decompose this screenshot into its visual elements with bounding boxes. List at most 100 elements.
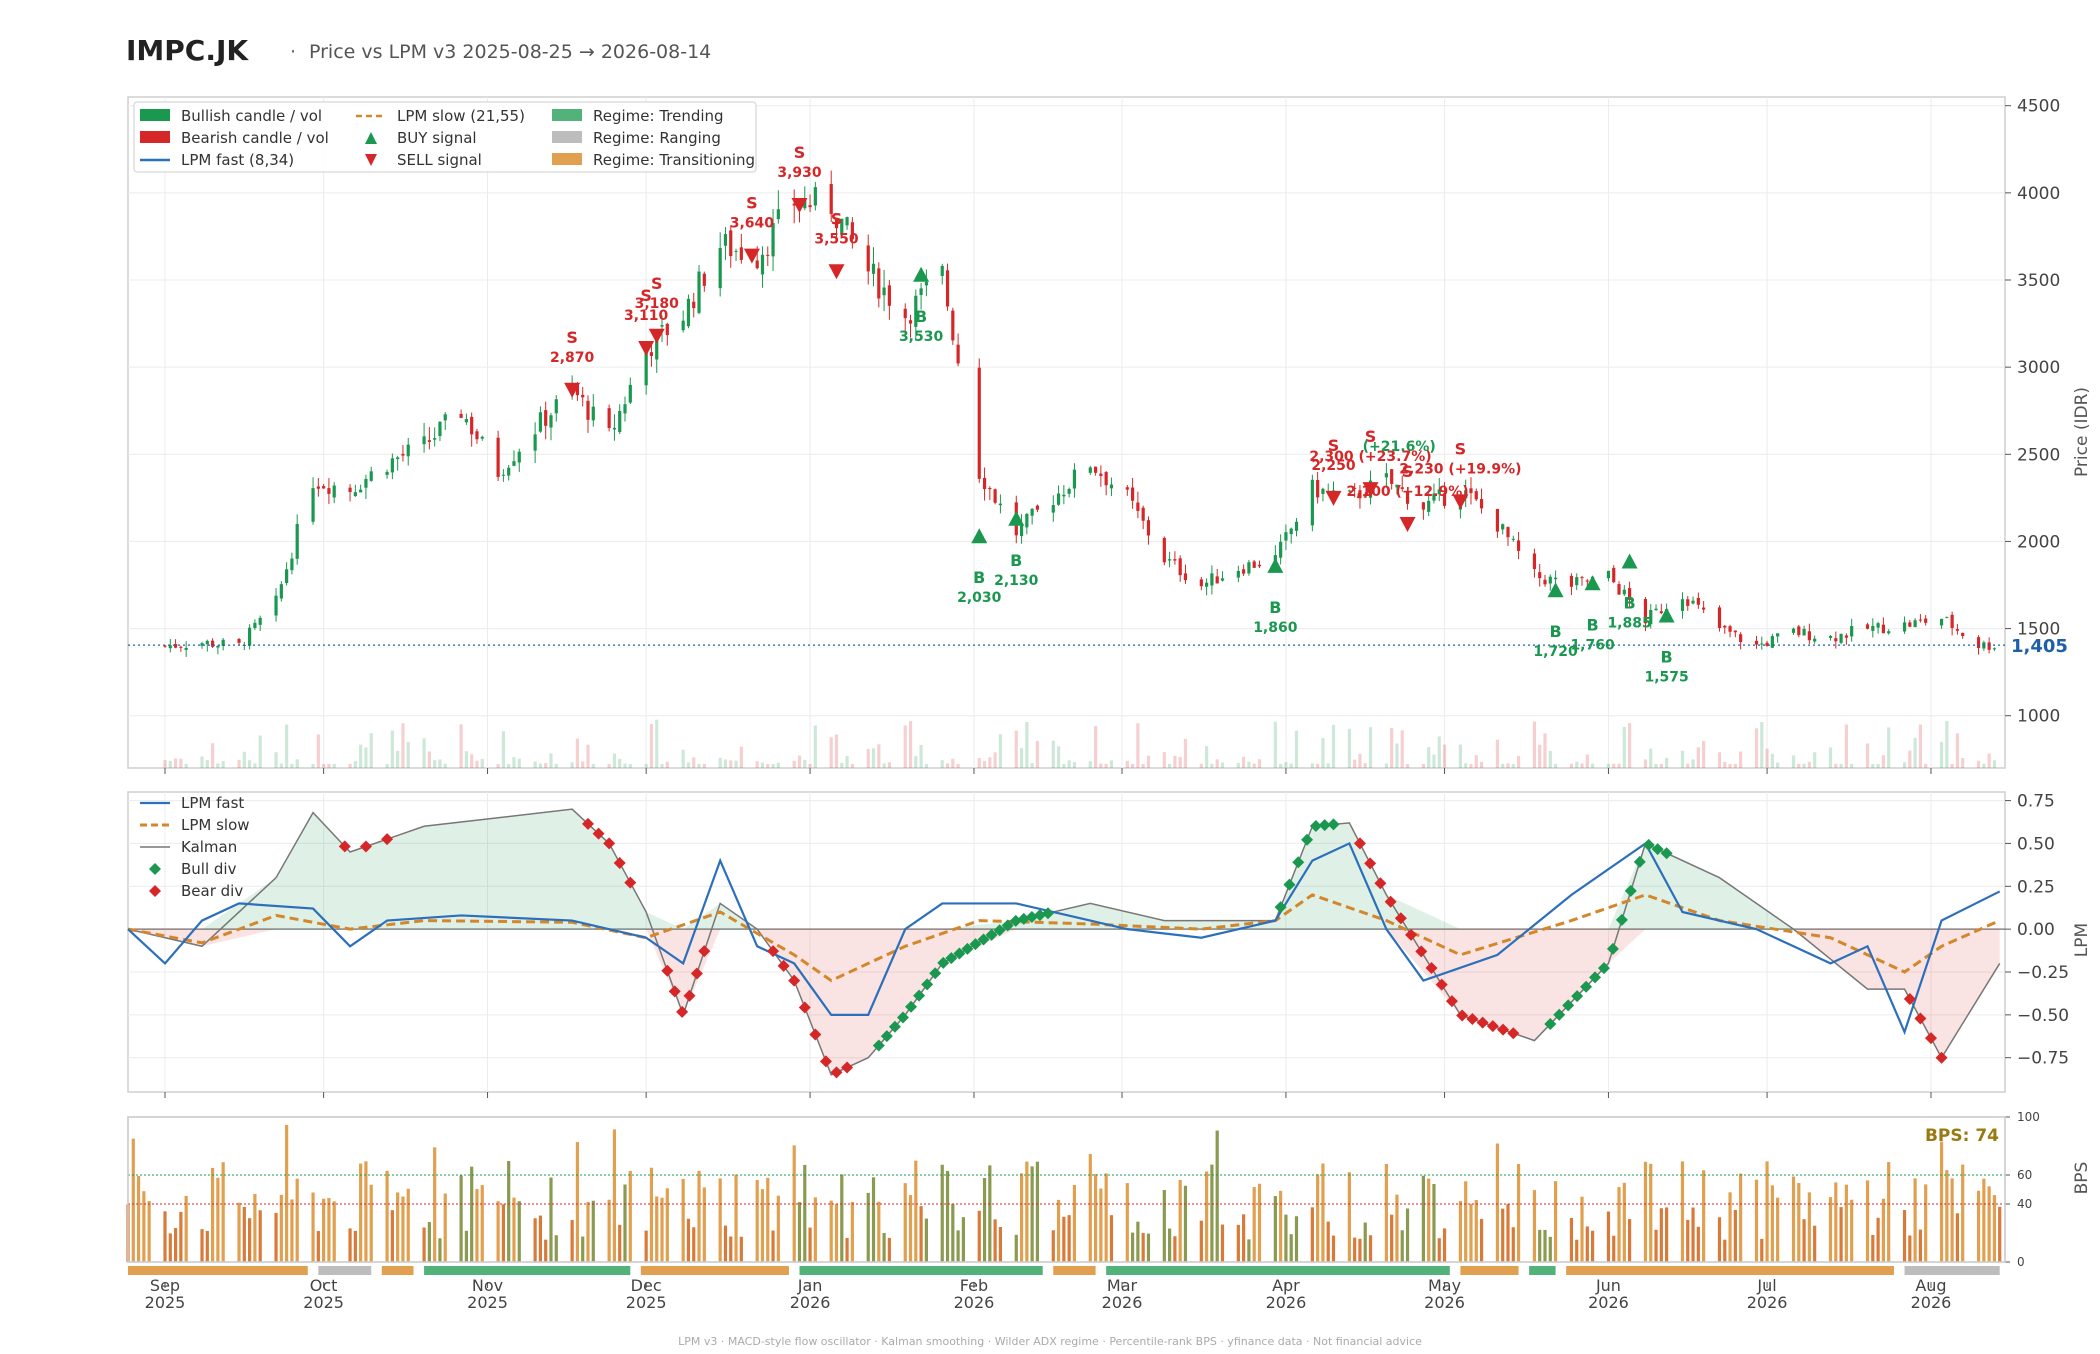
candle-body bbox=[168, 645, 172, 649]
candle-body bbox=[1146, 520, 1151, 536]
volume-bar bbox=[850, 763, 854, 768]
bull-divergence-marker bbox=[1642, 838, 1655, 851]
bps-bar bbox=[1686, 1219, 1690, 1262]
bps-bar bbox=[877, 1201, 881, 1262]
candle-body bbox=[877, 268, 881, 299]
candle-body bbox=[1649, 609, 1653, 625]
bear-divergence-marker bbox=[661, 964, 674, 977]
bps-bar bbox=[1469, 1203, 1473, 1262]
candle-body bbox=[422, 436, 426, 445]
bps-bar bbox=[1702, 1170, 1706, 1262]
bps-bar bbox=[1992, 1195, 1997, 1262]
bps-bar bbox=[1146, 1233, 1151, 1262]
bull-divergence-marker bbox=[1318, 819, 1331, 832]
bps-bar bbox=[1617, 1187, 1621, 1262]
volume-bar bbox=[1347, 728, 1351, 768]
candle-body bbox=[1252, 561, 1256, 568]
bull-divergence-marker bbox=[953, 947, 966, 960]
volume-bar bbox=[480, 758, 484, 768]
volume-bar bbox=[993, 752, 997, 768]
bps-bar bbox=[1199, 1220, 1203, 1262]
candle-body bbox=[914, 295, 918, 327]
volume-bars bbox=[163, 719, 1997, 768]
price-tick-label: 1500 bbox=[2017, 620, 2060, 640]
bps-bar bbox=[359, 1163, 363, 1262]
bear-divergence-marker bbox=[1425, 962, 1438, 974]
bps-bar bbox=[142, 1191, 146, 1262]
bps-bar bbox=[173, 1228, 178, 1262]
candle-body bbox=[1538, 572, 1542, 579]
volume-bar bbox=[1754, 728, 1759, 768]
candle-body bbox=[1569, 575, 1574, 587]
candle-body bbox=[179, 646, 183, 648]
candle-body bbox=[1918, 619, 1923, 621]
volume-bar bbox=[1469, 763, 1473, 768]
volume-bar bbox=[697, 763, 701, 768]
x-tick-year: 2026 bbox=[1588, 1293, 1629, 1312]
candle-body bbox=[1030, 508, 1034, 516]
candle-body bbox=[1516, 540, 1521, 551]
volume-bar bbox=[1739, 751, 1743, 768]
sell-signal-letter: S bbox=[794, 143, 806, 162]
volume-bar bbox=[924, 763, 928, 768]
bps-bar bbox=[1220, 1224, 1225, 1262]
volume-bar bbox=[951, 758, 955, 768]
bull-divergence-marker bbox=[913, 989, 926, 1002]
candle-body bbox=[1210, 573, 1214, 586]
volume-bar bbox=[1939, 741, 1944, 768]
sell-signal-price: 3,180 bbox=[635, 296, 680, 312]
bps-bar bbox=[459, 1175, 463, 1262]
candle-body bbox=[1236, 570, 1240, 578]
buy-signal-marker bbox=[1621, 553, 1638, 569]
candle-body bbox=[1839, 633, 1843, 643]
bull-divergence-marker bbox=[985, 928, 998, 941]
x-tick-month: Apr bbox=[1272, 1276, 1300, 1295]
candle-body bbox=[1902, 622, 1907, 632]
bps-bar bbox=[1770, 1185, 1774, 1262]
bps-bar bbox=[623, 1184, 627, 1262]
bear-divergence-marker bbox=[1415, 945, 1428, 958]
bps-bar bbox=[607, 1199, 611, 1262]
sell-signal-marker bbox=[1325, 490, 1342, 506]
bear-divergence-marker bbox=[359, 840, 372, 853]
candle-body bbox=[316, 486, 320, 489]
candle-body bbox=[443, 414, 447, 421]
candle-body bbox=[1506, 527, 1510, 538]
volume-bar bbox=[332, 763, 336, 768]
candle-body bbox=[1215, 576, 1219, 584]
volume-bar bbox=[760, 762, 765, 768]
bps-bar bbox=[1400, 1230, 1404, 1262]
volume-bar bbox=[840, 762, 844, 768]
volume-bar bbox=[982, 761, 987, 768]
x-tick-month: Dec bbox=[631, 1276, 662, 1295]
volume-bar bbox=[274, 752, 278, 768]
volume-bar bbox=[1765, 748, 1769, 768]
candle-body bbox=[1125, 487, 1129, 490]
candle-body bbox=[1754, 640, 1759, 645]
candle-body bbox=[200, 643, 204, 646]
bull-divergence-marker bbox=[921, 978, 934, 991]
volume-bar bbox=[623, 763, 627, 768]
candle-body bbox=[322, 486, 326, 489]
bull-divergence-marker bbox=[1589, 971, 1602, 984]
x-tick-month: May bbox=[1428, 1276, 1461, 1295]
volume-bar bbox=[311, 763, 315, 768]
legend-bull-marker bbox=[149, 863, 161, 875]
candle-body bbox=[1130, 487, 1135, 501]
candle-body bbox=[1913, 620, 1917, 628]
lpm-panel-frame bbox=[127, 791, 2006, 1093]
candle-body bbox=[1347, 490, 1351, 492]
volume-bar bbox=[612, 753, 617, 768]
volume-bar bbox=[866, 748, 870, 768]
legend-swatch bbox=[552, 153, 582, 165]
candle-body bbox=[1723, 625, 1727, 628]
candle-body bbox=[1881, 624, 1885, 634]
lpm-tick-label: 0.25 bbox=[2017, 877, 2055, 897]
bps-bar bbox=[1284, 1214, 1288, 1262]
candle-body bbox=[665, 323, 669, 336]
bps-bar bbox=[316, 1231, 320, 1262]
bps-bar bbox=[184, 1195, 188, 1262]
candle-body bbox=[919, 288, 923, 296]
bps-bar bbox=[1807, 1192, 1811, 1262]
